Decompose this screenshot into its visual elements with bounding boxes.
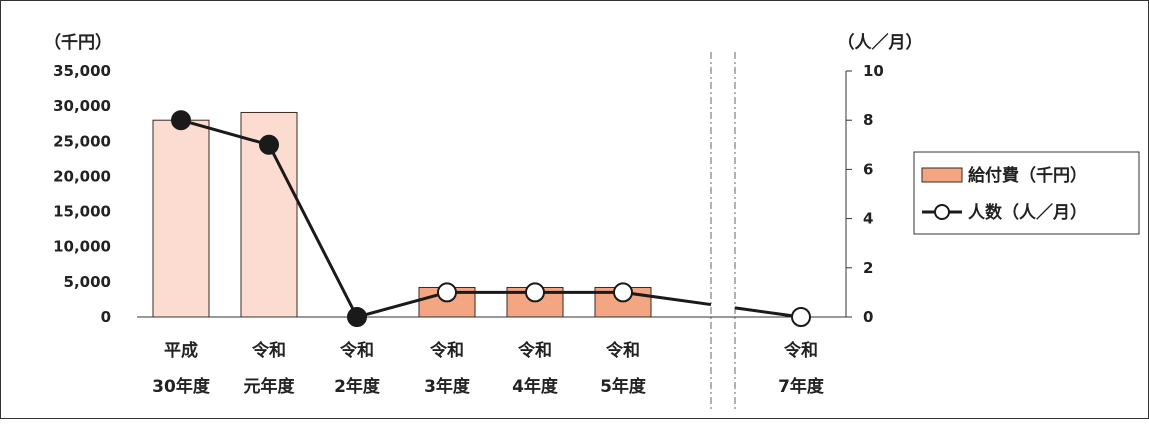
axis-break-lines [710,52,736,412]
category-label: 5年度 [600,376,647,397]
line-marker [613,282,633,303]
left-tick-label: 0 [101,308,111,326]
line-series [171,110,811,327]
line-marker [525,282,545,303]
category-label: 3年度 [424,376,471,397]
line-segment [180,118,270,147]
right-axis-unit: （人／月） [838,32,923,53]
line-segment [356,290,448,319]
left-tick-label: 25,000 [53,132,111,150]
line-marker [259,134,279,155]
line-marker [791,307,811,327]
left-tick-label: 5,000 [64,273,111,291]
category-label: 2年度 [334,376,381,397]
category-label: 令和 [340,340,374,361]
category-label: 令和 [252,340,286,361]
right-axis: 0 2 4 6 8 10 [845,62,884,326]
line-segment [267,144,359,318]
left-tick-label: 35,000 [53,62,111,80]
bar [152,119,210,318]
line-marker [347,307,367,327]
left-tick-label: 30,000 [53,97,111,115]
left-tick-label: 15,000 [53,203,111,221]
right-tick-label: 8 [863,111,873,129]
left-tick-label: 10,000 [53,238,111,256]
category-label: 7年度 [778,376,825,397]
right-tick-label: 4 [863,210,873,228]
line-segment [622,290,712,307]
category-label: 令和 [784,340,818,361]
category-label: 平成 [164,340,198,361]
legend-line-label: 人数（人／月） [968,202,1087,223]
right-tick-label: 2 [863,259,873,277]
right-tick-label: 10 [863,62,884,80]
right-tick-label: 0 [863,308,873,326]
bar [240,111,298,318]
left-tick-label: 20,000 [53,167,111,185]
line-marker [171,110,191,131]
category-label: 元年度 [244,376,296,397]
category-label: 30年度 [152,376,211,397]
legend-line-marker [934,204,950,220]
left-axis-unit: （千円） [44,32,112,53]
category-label: 4年度 [512,376,559,397]
legend-box [913,151,1140,235]
line-marker [437,282,457,303]
legend-bar-label: 給付費（千円） [968,165,1087,186]
legend: 給付費（千円） 人数（人／月） [913,151,1140,235]
category-label: 令和 [606,340,640,361]
category-label: 令和 [430,340,464,361]
line-segment [734,306,802,319]
category-label: 令和 [518,340,552,361]
left-axis-ticks: 0 5,000 10,000 15,000 20,000 25,000 30,000 35,0… [53,62,111,326]
right-tick-label: 6 [863,160,873,178]
legend-bar-swatch [921,167,963,183]
